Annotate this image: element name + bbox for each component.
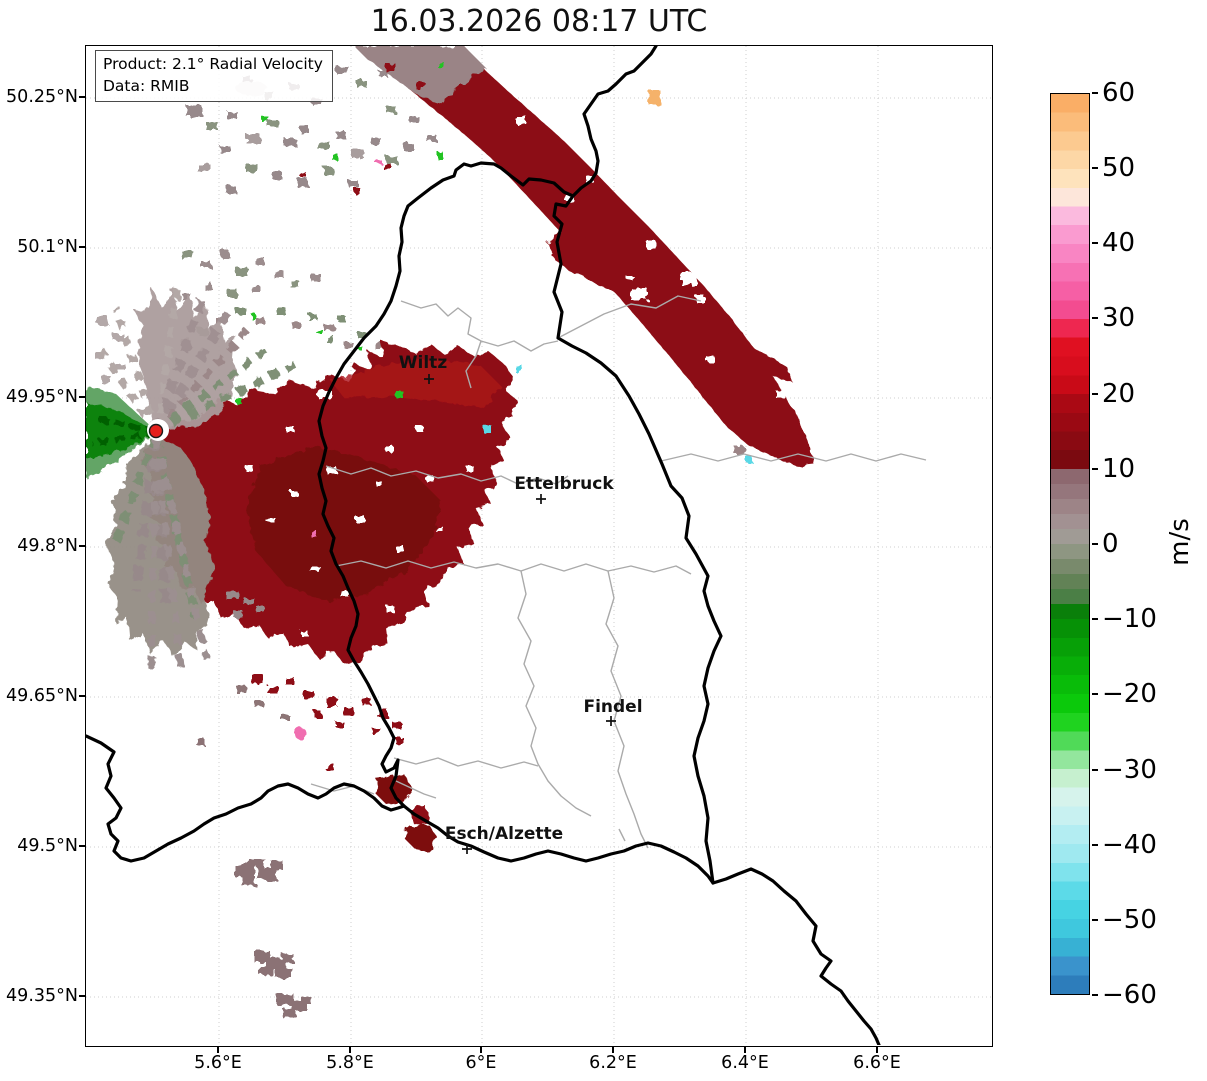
colorbar-tick-label: 50 — [1102, 153, 1136, 183]
colorbar-tick-label: −50 — [1102, 905, 1157, 935]
data-source-line: Data: RMIB — [103, 77, 190, 95]
city-cross-wiltz — [424, 374, 434, 384]
x-tickmark — [612, 1047, 614, 1053]
y-tickmark — [79, 695, 85, 697]
page-title: 16.03.2026 08:17 UTC — [370, 4, 708, 39]
radar-site-marker — [147, 419, 169, 441]
y-tick-label: 50.1°N — [17, 237, 78, 257]
colorbar-tick-label: −20 — [1102, 679, 1157, 709]
x-tickmark — [349, 1047, 351, 1053]
y-tick-label: 49.65°N — [6, 686, 78, 706]
colorbar-tick-label: 60 — [1102, 78, 1136, 108]
product-line: Product: 2.1° Radial Velocity — [103, 55, 323, 73]
city-label-esch: Esch/Alzette — [445, 824, 563, 844]
border-luxembourg — [317, 161, 723, 885]
x-tickmark — [480, 1047, 482, 1053]
colorbar-tick-label: 10 — [1102, 454, 1136, 484]
y-tickmark — [79, 545, 85, 547]
colorbar-tick-label: −40 — [1102, 830, 1157, 860]
y-tick-label: 49.5°N — [17, 836, 78, 856]
city-label-ettelbruck: Ettelbruck — [514, 474, 614, 494]
x-tick-label: 6°E — [465, 1053, 497, 1073]
y-tick-label: 49.35°N — [6, 986, 78, 1006]
country-borders — [86, 46, 881, 1045]
city-cross-esch — [462, 844, 472, 854]
cities: Wiltz Ettelbruck Findel Esch/Alzette — [399, 353, 643, 854]
radar-echo-field — [86, 46, 814, 1017]
border-belgium-germany — [571, 46, 658, 198]
colorbar — [1050, 93, 1090, 995]
border-france-belgium — [86, 734, 406, 863]
y-tickmark — [79, 995, 85, 997]
y-tickmark — [79, 246, 85, 248]
x-tickmark — [217, 1047, 219, 1053]
echo-radial-streaks — [94, 283, 298, 677]
x-tickmark — [744, 1047, 746, 1053]
y-tickmark — [79, 96, 85, 98]
city-cross-findel — [606, 716, 616, 726]
y-tick-label: 50.25°N — [6, 87, 78, 107]
y-tick-label: 49.95°N — [6, 387, 78, 407]
y-tick-label: 49.8°N — [17, 536, 78, 556]
city-label-findel: Findel — [583, 697, 642, 717]
border-france-germany — [711, 867, 881, 1045]
colorbar-tick-label: 0 — [1102, 529, 1119, 559]
colorbar-tick-label: −10 — [1102, 604, 1157, 634]
grid — [86, 46, 991, 1045]
colorbar-unit-label: m/s — [1164, 518, 1195, 566]
y-tickmark — [79, 396, 85, 398]
x-tickmark — [876, 1047, 878, 1053]
colorbar-tick-label: −30 — [1102, 755, 1157, 785]
radar-map: Wiltz Ettelbruck Findel Esch/Alzette — [85, 45, 993, 1047]
x-tick-label: 6.4°E — [721, 1053, 769, 1073]
x-tick-label: 6.6°E — [853, 1053, 901, 1073]
y-tickmark — [79, 845, 85, 847]
echo-mass-central — [141, 341, 523, 664]
x-tick-label: 5.8°E — [326, 1053, 374, 1073]
map-canvas: Wiltz Ettelbruck Findel Esch/Alzette — [86, 46, 991, 1045]
echo-fan-north — [132, 286, 238, 431]
colorbar-tick-label: 40 — [1102, 228, 1136, 258]
colorbar-tick-label: 30 — [1102, 303, 1136, 333]
x-tick-label: 6.2°E — [589, 1053, 637, 1073]
x-tick-label: 5.6°E — [194, 1053, 242, 1073]
colorbar-tick-label: 20 — [1102, 379, 1136, 409]
city-label-wiltz: Wiltz — [399, 353, 448, 373]
city-cross-ettelbruck — [536, 494, 546, 504]
product-info-box: Product: 2.1° Radial Velocity Data: RMIB — [95, 50, 333, 102]
colorbar-tick-label: −60 — [1102, 980, 1157, 1010]
echo-wedge-inbound-west — [86, 386, 157, 478]
echo-scatter-west — [94, 251, 321, 383]
echo-scatter-southwest — [196, 728, 334, 1017]
